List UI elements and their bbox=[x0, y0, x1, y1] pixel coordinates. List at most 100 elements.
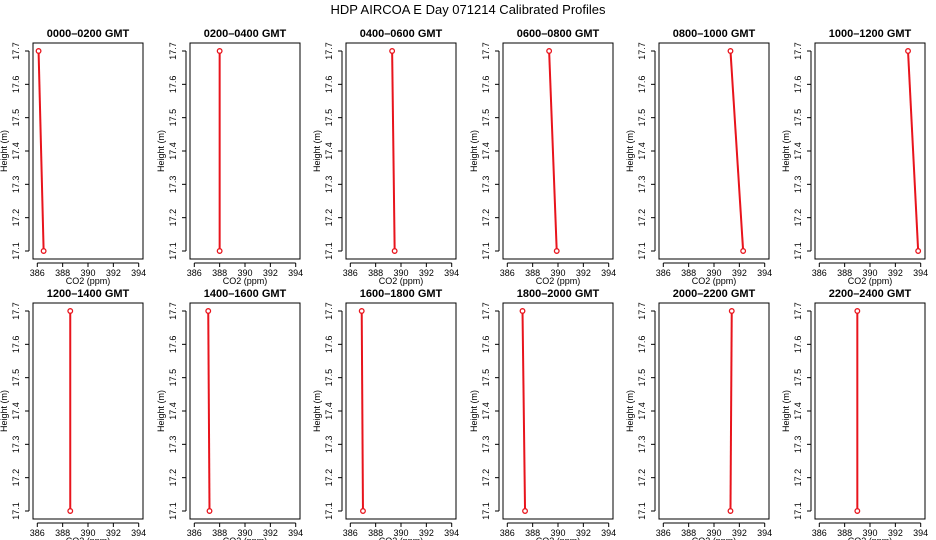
panel-title: 0600–0800 GMT bbox=[517, 28, 600, 40]
data-point bbox=[67, 508, 74, 514]
x-tick-label: 388 bbox=[837, 268, 852, 278]
panel-title: 0400–0600 GMT bbox=[360, 28, 443, 40]
x-tick-label: 390 bbox=[393, 528, 408, 538]
panel-title: 1000–1200 GMT bbox=[829, 28, 912, 40]
plot-frame bbox=[32, 302, 144, 520]
panel-4: 0600–0800 GMT 386 388 390 392 394 CO2 (ppm) 17.… bbox=[469, 28, 616, 286]
y-tick-label: 17.4 bbox=[793, 402, 803, 420]
series-line bbox=[207, 310, 211, 512]
panel-title: 1800–2000 GMT bbox=[517, 288, 600, 300]
y-tick-label: 17.5 bbox=[481, 369, 491, 387]
panel-10: 1800–2000 GMT 386 388 390 392 394 CO2 (ppm) 17.… bbox=[469, 288, 616, 540]
y-tick-label: 17.7 bbox=[11, 42, 21, 60]
data-point bbox=[546, 48, 553, 54]
x-tick-label: 390 bbox=[237, 528, 252, 538]
y-tick-label: 17.6 bbox=[481, 336, 491, 354]
panel-11: 2000–2200 GMT 386 388 390 392 394 CO2 (ppm) 17.… bbox=[625, 288, 772, 540]
x-tick-label: 386 bbox=[656, 528, 671, 538]
y-tick-label: 17.6 bbox=[324, 336, 334, 354]
series-line bbox=[521, 310, 527, 512]
data-point bbox=[905, 48, 911, 54]
panel-title: 1400–1600 GMT bbox=[204, 288, 287, 300]
y-tick-label: 17.6 bbox=[168, 76, 178, 94]
panel-title: 2000–2200 GMT bbox=[673, 288, 756, 300]
x-tick-label: 394 bbox=[288, 268, 303, 278]
x-tick-label: 388 bbox=[525, 528, 540, 538]
data-point bbox=[519, 308, 526, 314]
data-point bbox=[67, 308, 74, 314]
x-axis-label: CO2 (ppm) bbox=[692, 536, 737, 540]
y-tick-label: 17.7 bbox=[168, 302, 178, 320]
y-axis-label: Height (m) bbox=[156, 130, 166, 172]
panel-1: 0000–0200 GMT 386 388 390 392 394 CO2 (ppm) 17.… bbox=[0, 28, 146, 286]
panel-2: 0200–0400 GMT 386 388 390 392 394 CO2 (ppm) 17.… bbox=[156, 28, 303, 286]
y-tick-label: 17.5 bbox=[793, 109, 803, 127]
x-axis-label: CO2 (ppm) bbox=[536, 536, 581, 540]
y-axis-label: Height (m) bbox=[469, 390, 479, 432]
panels-group: 0000–0200 GMT 386 388 390 392 394 CO2 (ppm) 17.… bbox=[0, 28, 928, 540]
y-tick-label: 17.1 bbox=[168, 242, 178, 260]
data-point bbox=[358, 308, 365, 314]
plot-frame bbox=[345, 42, 457, 260]
y-tick-label: 17.5 bbox=[481, 109, 491, 127]
y-tick-label: 17.6 bbox=[168, 336, 178, 354]
y-tick-label: 17.3 bbox=[324, 176, 334, 194]
series-line bbox=[729, 310, 733, 512]
panel-6: 1000–1200 GMT 386 388 390 392 394 CO2 (ppm) 17.… bbox=[781, 28, 928, 286]
x-tick-label: 388 bbox=[837, 528, 852, 538]
x-tick-label: 386 bbox=[656, 268, 671, 278]
y-tick-label: 17.4 bbox=[793, 142, 803, 160]
data-point bbox=[35, 48, 42, 54]
y-tick-label: 17.7 bbox=[324, 302, 334, 320]
x-tick-label: 392 bbox=[888, 268, 903, 278]
y-tick-label: 17.5 bbox=[11, 109, 21, 127]
y-tick-label: 17.2 bbox=[11, 469, 21, 487]
x-tick-label: 388 bbox=[212, 528, 227, 538]
y-tick-label: 17.7 bbox=[324, 42, 334, 60]
y-axis-label: Height (m) bbox=[625, 390, 635, 432]
panel-12: 2200–2400 GMT 386 388 390 392 394 CO2 (ppm) 17.… bbox=[781, 288, 928, 540]
y-tick-label: 17.6 bbox=[793, 76, 803, 94]
y-tick-label: 17.3 bbox=[481, 176, 491, 194]
x-tick-label: 390 bbox=[706, 268, 721, 278]
y-tick-label: 17.1 bbox=[637, 502, 647, 520]
data-point bbox=[216, 248, 223, 254]
y-tick-label: 17.6 bbox=[11, 76, 21, 94]
y-tick-label: 17.2 bbox=[637, 209, 647, 227]
y-tick-label: 17.6 bbox=[793, 336, 803, 354]
y-tick-label: 17.4 bbox=[324, 142, 334, 160]
x-axis-label: CO2 (ppm) bbox=[379, 536, 424, 540]
data-point bbox=[391, 248, 398, 254]
y-tick-label: 17.7 bbox=[11, 302, 21, 320]
x-tick-label: 394 bbox=[913, 528, 928, 538]
panel-title: 0200–0400 GMT bbox=[204, 28, 287, 40]
x-tick-label: 392 bbox=[732, 528, 747, 538]
x-tick-label: 390 bbox=[862, 268, 877, 278]
x-tick-label: 386 bbox=[500, 268, 515, 278]
y-axis-label: Height (m) bbox=[469, 130, 479, 172]
x-tick-label: 394 bbox=[913, 268, 928, 278]
x-tick-label: 394 bbox=[757, 268, 772, 278]
plot-frame bbox=[814, 302, 926, 520]
x-tick-label: 386 bbox=[30, 528, 45, 538]
y-tick-label: 17.2 bbox=[637, 469, 647, 487]
y-axis-label: Height (m) bbox=[0, 390, 9, 432]
x-tick-label: 388 bbox=[681, 528, 696, 538]
plot-frame bbox=[658, 302, 770, 520]
panel-3: 0400–0600 GMT 386 388 390 392 394 CO2 (ppm) 17.… bbox=[312, 28, 459, 286]
x-tick-label: 392 bbox=[263, 528, 278, 538]
plot-frame bbox=[658, 42, 770, 260]
plot-frame bbox=[502, 302, 614, 520]
y-tick-label: 17.5 bbox=[324, 109, 334, 127]
x-tick-label: 386 bbox=[500, 528, 515, 538]
y-tick-label: 17.5 bbox=[324, 369, 334, 387]
panel-5: 0800–1000 GMT 386 388 390 392 394 CO2 (ppm) 17.… bbox=[625, 28, 772, 286]
y-axis-label: Height (m) bbox=[781, 130, 791, 172]
data-point bbox=[553, 248, 560, 254]
y-axis-label: Height (m) bbox=[781, 390, 791, 432]
data-point bbox=[206, 508, 213, 514]
x-tick-label: 394 bbox=[444, 528, 459, 538]
y-tick-label: 17.3 bbox=[11, 436, 21, 454]
x-axis-label: CO2 (ppm) bbox=[66, 276, 111, 286]
y-axis-label: Height (m) bbox=[312, 130, 322, 172]
